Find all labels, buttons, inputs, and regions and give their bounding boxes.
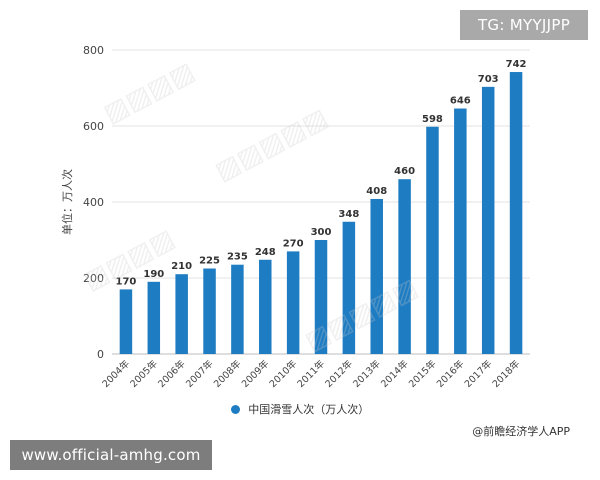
legend-swatch	[230, 405, 240, 414]
x-tick-label: 2013年	[351, 357, 384, 390]
legend-label: 中国滑雪人次（万人次）	[248, 403, 370, 416]
x-tick-label: 2012年	[323, 357, 356, 390]
y-tick-label: 400	[83, 196, 104, 209]
legend: 中国滑雪人次（万人次）	[0, 401, 600, 417]
bar	[454, 108, 467, 355]
bar	[342, 221, 356, 354]
bar	[286, 251, 300, 354]
data-label: 300	[311, 227, 332, 238]
x-tick-label: 2007年	[183, 357, 216, 390]
x-tick-label: 2008年	[211, 357, 244, 390]
y-tick-label: 600	[83, 120, 104, 133]
x-tick-label: 2010年	[267, 357, 300, 390]
data-label: 210	[171, 261, 192, 272]
value-labels: 170 190 210 225 235 248 270 300 348 408 460 598 646 7…	[115, 59, 526, 287]
y-axis-label: 单位：万人次	[60, 169, 74, 235]
data-label: 170	[115, 276, 136, 287]
source-credit: @前瞻经济学人APP	[472, 425, 570, 438]
data-label: 460	[394, 166, 415, 177]
site-url-banner: www.official-amhg.com	[10, 440, 212, 470]
y-axis-ticks: 0 200 400 600 800	[83, 44, 104, 361]
y-tick-label: 800	[83, 44, 104, 57]
data-label: 408	[366, 186, 387, 197]
x-tick-label: 2018年	[490, 357, 523, 390]
bar	[370, 198, 383, 354]
bar	[203, 268, 216, 354]
bar	[314, 240, 328, 354]
x-tick-label: 2009年	[239, 357, 272, 390]
bar	[398, 179, 411, 354]
x-tick-label: 2011年	[295, 357, 328, 390]
data-label: 190	[143, 269, 164, 280]
data-label: 348	[338, 209, 359, 220]
data-label: 248	[255, 247, 276, 258]
tg-watermark-badge: TG: MYYJJPP	[460, 10, 588, 40]
y-tick-label: 200	[83, 272, 104, 285]
data-label: 742	[506, 59, 527, 70]
bar	[509, 72, 523, 354]
x-tick-label: 2015年	[406, 357, 439, 390]
data-label: 235	[227, 252, 248, 263]
bar	[119, 289, 133, 354]
bars	[119, 72, 523, 355]
data-label: 646	[450, 96, 471, 107]
x-tick-label: 2004年	[100, 357, 133, 390]
bar	[231, 264, 244, 354]
x-tick-label: 2006年	[155, 357, 188, 390]
x-tick-label: 2005年	[128, 357, 161, 390]
bar	[426, 126, 439, 354]
bar	[175, 274, 188, 354]
bar	[147, 281, 161, 354]
data-label: 225	[199, 256, 220, 267]
x-axis-ticks: 2004年2005年2006年2007年2008年2009年2010年2011年…	[100, 357, 523, 390]
x-tick-label: 2017年	[462, 357, 495, 390]
data-label: 270	[283, 238, 304, 249]
x-tick-label: 2014年	[378, 357, 411, 390]
bar	[481, 86, 495, 355]
x-tick-label: 2016年	[434, 357, 467, 390]
y-tick-label: 0	[97, 348, 104, 361]
data-label: 598	[422, 114, 443, 125]
bar	[259, 259, 272, 354]
data-label: 703	[478, 74, 499, 85]
